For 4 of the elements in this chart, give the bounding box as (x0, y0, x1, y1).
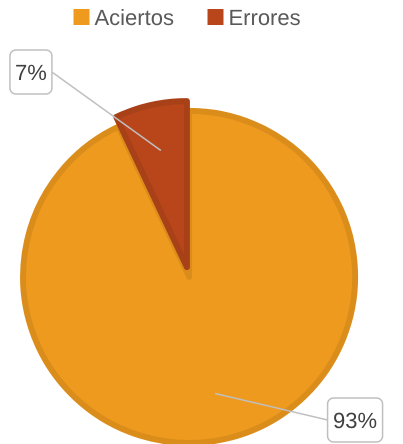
legend-label: Aciertos (94, 5, 174, 30)
data-label: 7% (15, 60, 47, 85)
data-label: 93% (333, 408, 378, 433)
legend-label: Errores (228, 5, 301, 30)
